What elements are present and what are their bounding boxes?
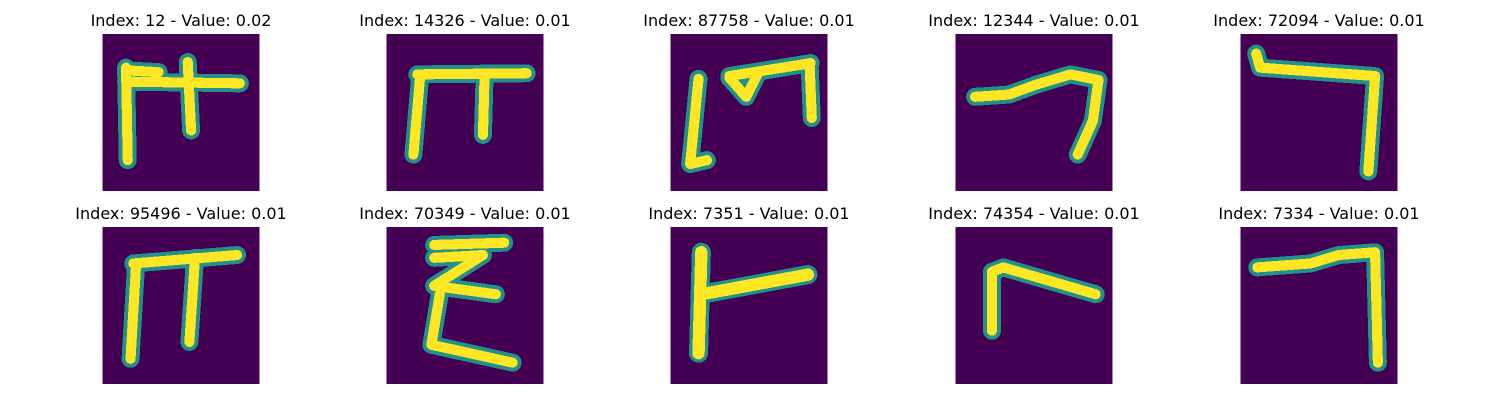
glyph-panel-7: Index: 7351 - Value: 0.01: [614, 205, 884, 395]
glyph-image: [102, 227, 260, 384]
panel-title: Index: 95496 - Value: 0.01: [75, 204, 287, 223]
panel-title: Index: 70349 - Value: 0.01: [359, 204, 571, 223]
glyph-panel-5: Index: 95496 - Value: 0.01: [46, 205, 316, 395]
glyph-image: [955, 227, 1113, 384]
glyph-panel-9: Index: 7334 - Value: 0.01: [1184, 205, 1454, 395]
glyph-image: [670, 227, 828, 384]
panel-title: Index: 72094 - Value: 0.01: [1213, 11, 1425, 30]
panel-title: Index: 7334 - Value: 0.01: [1218, 204, 1420, 223]
glyph-panel-6: Index: 70349 - Value: 0.01: [330, 205, 600, 395]
glyph-image: [386, 34, 544, 191]
glyph-image: [670, 34, 828, 191]
panel-title: Index: 12 - Value: 0.02: [90, 11, 272, 30]
panel-title: Index: 74354 - Value: 0.01: [928, 204, 1140, 223]
glyph-image: [1240, 34, 1398, 191]
panel-title: Index: 7351 - Value: 0.01: [648, 204, 850, 223]
glyph-panel-8: Index: 74354 - Value: 0.01: [899, 205, 1169, 395]
panel-title: Index: 87758 - Value: 0.01: [643, 11, 855, 30]
glyph-image: [386, 227, 544, 384]
panel-title: Index: 12344 - Value: 0.01: [928, 11, 1140, 30]
glyph-panel-3: Index: 12344 - Value: 0.01: [899, 12, 1169, 202]
glyph-panel-2: Index: 87758 - Value: 0.01: [614, 12, 884, 202]
glyph-image: [955, 34, 1113, 191]
glyph-image: [1240, 227, 1398, 384]
glyph-image: [102, 34, 260, 191]
glyph-panel-0: Index: 12 - Value: 0.02: [46, 12, 316, 202]
glyph-panel-1: Index: 14326 - Value: 0.01: [330, 12, 600, 202]
glyph-panel-4: Index: 72094 - Value: 0.01: [1184, 12, 1454, 202]
panel-title: Index: 14326 - Value: 0.01: [359, 11, 571, 30]
